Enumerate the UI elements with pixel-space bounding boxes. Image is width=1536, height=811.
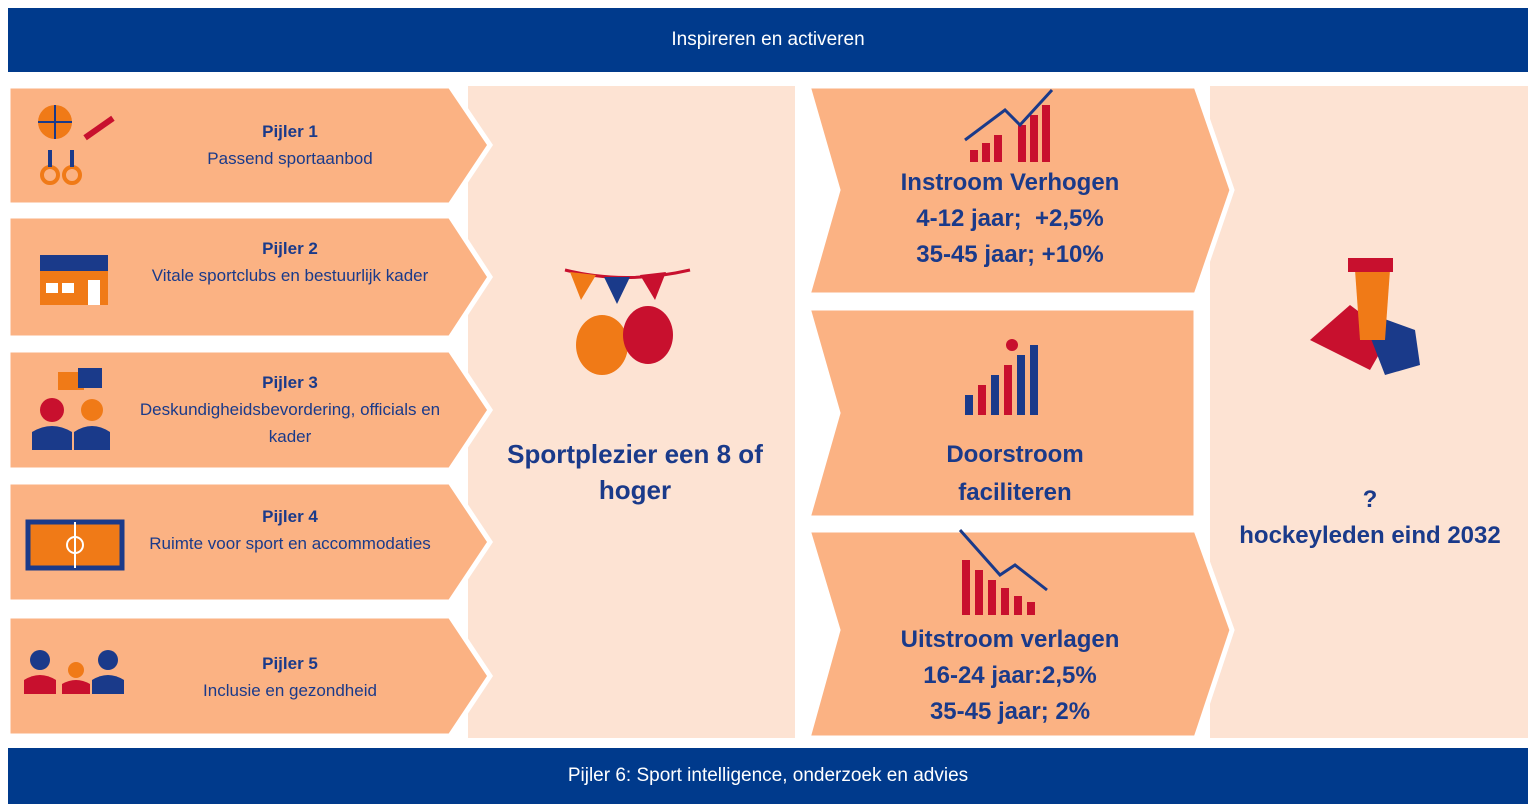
pillar-text: Inclusie en gezondheid [203, 681, 377, 700]
pillar: Pijler 3 Deskundigheidsbevordering, offic… [130, 369, 450, 450]
icon-club [40, 255, 108, 305]
outcome-line: 4-12 jaar; +2,5% [830, 201, 1190, 237]
pillar-label: Pijler 2 [130, 235, 450, 262]
pillar-label: Pijler 1 [130, 118, 450, 145]
pillar-text: Deskundigheidsbevordering, officials en … [140, 400, 440, 446]
bottom-banner-text: Pijler 6: Sport intelligence, onderzoek … [8, 748, 1528, 804]
goal: ? hockeyleden eind 2032 [1230, 482, 1510, 554]
pillar: Pijler 5 Inclusie en gezondheid [130, 650, 450, 704]
icon-field [28, 522, 122, 568]
center-panel [468, 86, 795, 738]
pillar-text: Passend sportaanbod [207, 149, 372, 168]
pillar-label: Pijler 5 [130, 650, 450, 677]
center-text: Sportplezier een 8 of hoger [490, 436, 780, 508]
outcome-line: Uitstroom verlagen [830, 622, 1190, 658]
outcome-line: Doorstroom faciliteren [900, 436, 1130, 512]
pillar-text: Vitale sportclubs en bestuurlijk kader [152, 266, 429, 285]
outcome-line: Instroom Verhogen [830, 165, 1190, 201]
goal-line: hockeyleden eind 2032 [1230, 518, 1510, 554]
goal-panel [1210, 86, 1528, 738]
outcome: Doorstroom faciliteren [900, 436, 1130, 512]
goal-line: ? [1230, 482, 1510, 518]
outcome-line: 35-45 jaar; +10% [830, 237, 1190, 273]
outcome-line: 35-45 jaar; 2% [830, 694, 1190, 730]
top-banner-text: Inspireren en activeren [8, 8, 1528, 72]
outcome: Uitstroom verlagen 16-24 jaar:2,5% 35-45… [830, 622, 1190, 730]
pillar: Pijler 1 Passend sportaanbod [130, 118, 450, 172]
pillar-label: Pijler 4 [130, 503, 450, 530]
page: {"header": {"title": "Inspireren en acti… [0, 0, 1536, 811]
outcome: Instroom Verhogen 4-12 jaar; +2,5% 35-45… [830, 165, 1190, 273]
pillar: Pijler 2 Vitale sportclubs en bestuurlijk… [130, 235, 450, 289]
pillar: Pijler 4 Ruimte voor sport en accommodati… [130, 503, 450, 557]
pillar-label: Pijler 3 [130, 369, 450, 396]
pillar-text: Ruimte voor sport en accommodaties [149, 534, 431, 553]
outcome-line: 16-24 jaar:2,5% [830, 658, 1190, 694]
